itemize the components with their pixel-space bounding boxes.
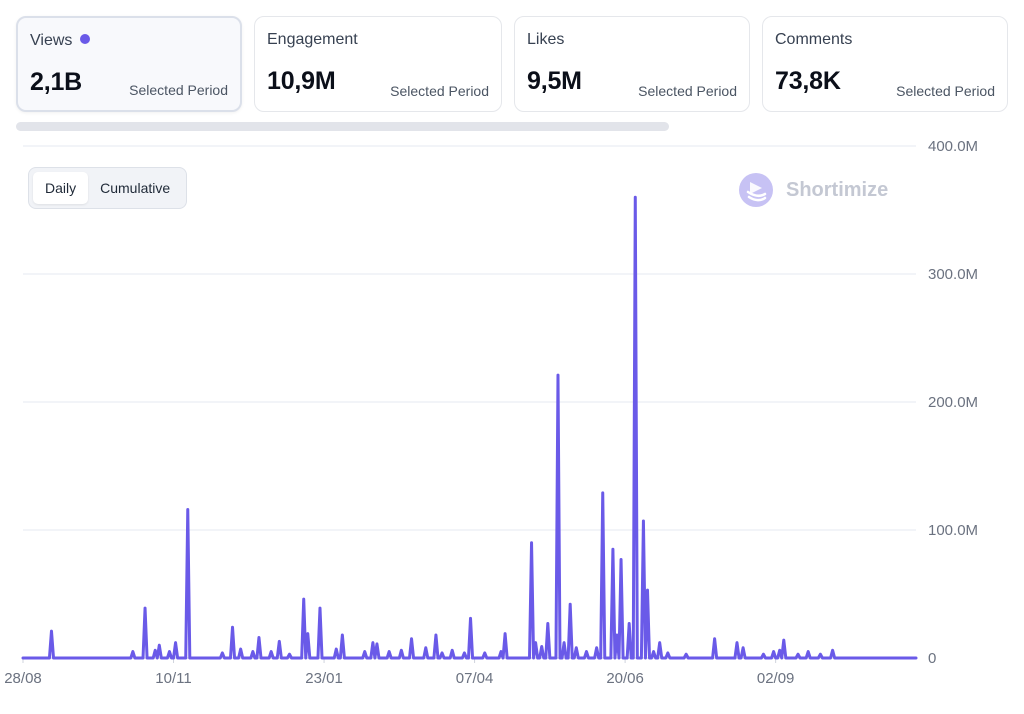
- metric-cards: Views 2,1B Selected Period Engagement 10…: [16, 16, 1008, 116]
- metric-label: Likes: [527, 31, 565, 48]
- y-axis-ticks: 0 100.0M 200.0M 300.0M 400.0M: [928, 138, 978, 667]
- x-tick-label: 23/01: [305, 670, 343, 687]
- horizontal-scrollbar[interactable]: [16, 122, 669, 131]
- brand-watermark: Shortimize: [738, 172, 888, 208]
- y-tick-label: 400.0M: [928, 138, 978, 155]
- metric-card-views[interactable]: Views 2,1B Selected Period: [16, 16, 242, 112]
- x-tick-label: 10/11: [155, 670, 191, 687]
- metric-value: 9,5M: [527, 67, 582, 95]
- x-axis-ticks: 28/08 10/11 23/01 07/04 20/06 02/09: [4, 658, 794, 687]
- x-tick-label: 07/04: [456, 670, 494, 687]
- y-tick-label: 0: [928, 650, 936, 667]
- y-tick-label: 100.0M: [928, 522, 978, 539]
- metric-period: Selected Period: [896, 83, 995, 99]
- shortimize-logo-icon: [739, 173, 773, 207]
- x-tick-label: 20/06: [606, 670, 644, 687]
- metric-value: 73,8K: [775, 67, 841, 95]
- y-tick-label: 200.0M: [928, 394, 978, 411]
- x-tick-label: 02/09: [757, 670, 795, 687]
- metric-period: Selected Period: [638, 83, 737, 99]
- metric-period: Selected Period: [129, 82, 228, 98]
- metric-value: 10,9M: [267, 67, 336, 95]
- metric-value: 2,1B: [30, 68, 83, 96]
- metric-card-comments[interactable]: Comments 73,8K Selected Period: [762, 16, 1008, 112]
- cumulative-toggle-button[interactable]: Cumulative: [100, 180, 171, 196]
- brand-name: Shortimize: [786, 178, 889, 201]
- metric-label: Views: [30, 32, 91, 50]
- metric-card-engagement[interactable]: Engagement 10,9M Selected Period: [254, 16, 502, 112]
- metric-label: Engagement: [267, 31, 358, 48]
- y-tick-label: 300.0M: [928, 266, 978, 283]
- active-dot-icon: [80, 34, 91, 44]
- metric-period: Selected Period: [390, 83, 489, 99]
- daily-toggle-button[interactable]: Daily: [33, 172, 89, 204]
- grid-lines: [23, 145, 916, 659]
- metric-label: Comments: [775, 31, 853, 48]
- x-tick-label: 28/08: [4, 670, 42, 687]
- metric-label-text: Views: [30, 32, 73, 49]
- view-mode-toggle: Daily Cumulative: [28, 167, 188, 209]
- metric-card-likes[interactable]: Likes 9,5M Selected Period: [514, 16, 750, 112]
- series-line-views: [21, 195, 918, 660]
